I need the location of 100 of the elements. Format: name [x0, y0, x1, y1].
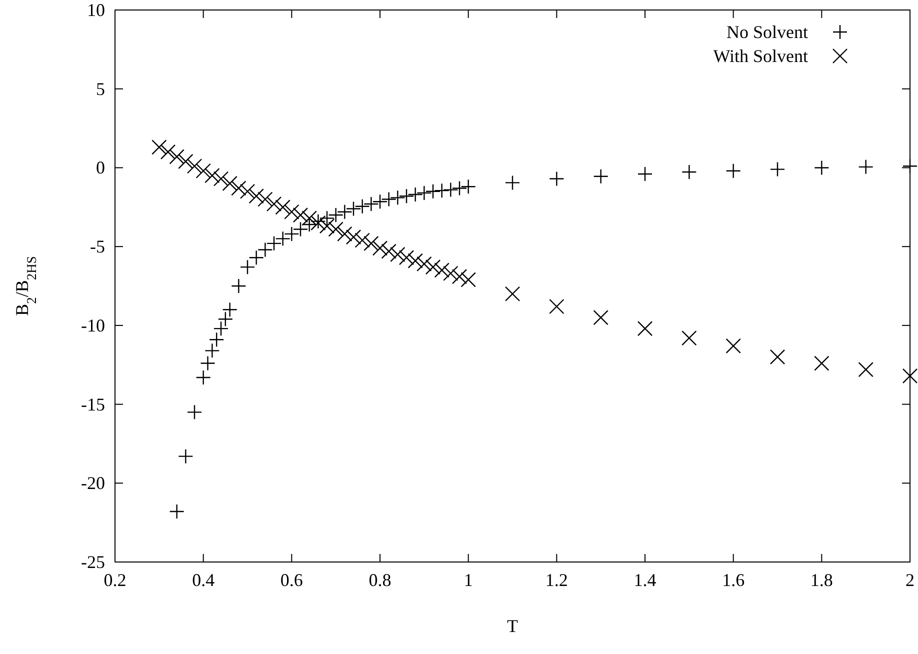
- point: [408, 186, 423, 202]
- point: [726, 338, 741, 354]
- y-tick-label: -25: [81, 552, 105, 572]
- point: [364, 236, 379, 252]
- point: [593, 310, 608, 326]
- point: [398, 250, 414, 266]
- point: [152, 140, 167, 155]
- x-tick-label: 0.2: [104, 570, 126, 590]
- point: [208, 332, 224, 348]
- point: [204, 168, 220, 184]
- point: [240, 184, 256, 199]
- point: [372, 240, 388, 256]
- point: [390, 246, 406, 262]
- point: [178, 448, 194, 464]
- point: [275, 231, 290, 246]
- point: [443, 182, 458, 198]
- point: [416, 185, 432, 201]
- point: [593, 168, 608, 184]
- x-tick-label: 2: [906, 570, 914, 590]
- point: [213, 171, 229, 186]
- point: [814, 160, 830, 176]
- y-tick-label: -10: [81, 315, 105, 336]
- point: [425, 259, 441, 275]
- x-tick-label: 0.4: [192, 570, 215, 590]
- point: [682, 330, 697, 346]
- point: [452, 180, 468, 196]
- point: [381, 244, 396, 259]
- point: [292, 207, 308, 223]
- y-tick-label: 10: [87, 0, 105, 20]
- point: [196, 163, 211, 178]
- point: [284, 226, 300, 242]
- point: [364, 196, 379, 212]
- point: [637, 320, 653, 336]
- point: [460, 272, 476, 288]
- point: [372, 194, 388, 210]
- point: [858, 362, 874, 378]
- legend-label: With Solvent: [713, 46, 808, 66]
- point: [460, 179, 476, 194]
- point: [292, 222, 308, 237]
- point: [337, 226, 352, 242]
- point: [328, 222, 344, 237]
- y-tick-label: 0: [96, 158, 105, 178]
- point: [178, 154, 194, 170]
- point: [381, 192, 396, 207]
- point: [504, 175, 520, 190]
- point: [346, 201, 362, 216]
- point: [248, 250, 264, 266]
- point: [196, 370, 211, 386]
- point: [416, 256, 432, 272]
- point: [770, 349, 786, 365]
- point: [186, 404, 202, 420]
- point: [443, 266, 458, 281]
- x-axis-title: T: [507, 616, 518, 636]
- point: [434, 262, 450, 278]
- point: [452, 268, 468, 284]
- point: [275, 200, 290, 215]
- y-tick-label: -15: [81, 394, 105, 414]
- point: [231, 278, 246, 294]
- point: [204, 343, 220, 358]
- point: [169, 149, 184, 164]
- point: [302, 210, 317, 226]
- x-tick-label: 1.6: [722, 570, 745, 590]
- point: [337, 204, 352, 220]
- point: [328, 207, 344, 223]
- point: [218, 312, 234, 327]
- point: [504, 286, 520, 302]
- x-tick-label: 1: [464, 570, 473, 590]
- point: [390, 190, 406, 206]
- y-tick-label: -5: [90, 236, 105, 257]
- point: [284, 204, 300, 220]
- point: [770, 162, 786, 177]
- point: [248, 188, 264, 204]
- point: [266, 196, 282, 212]
- point: [222, 302, 238, 318]
- point: [814, 356, 830, 371]
- x-tick-label: 0.6: [280, 570, 303, 590]
- legend-label: No Solvent: [726, 22, 808, 42]
- point: [258, 242, 273, 258]
- point: [682, 164, 697, 180]
- point: [425, 184, 441, 199]
- point: [637, 166, 653, 182]
- point: [902, 368, 918, 384]
- point: [549, 298, 564, 314]
- x-tick-label: 1.8: [810, 570, 833, 590]
- point: [434, 182, 450, 198]
- point: [858, 159, 874, 175]
- point: [408, 253, 423, 268]
- point: [354, 198, 370, 214]
- x-tick-label: 1.2: [545, 570, 568, 590]
- point: [258, 192, 273, 207]
- x-tick-label: 1.4: [634, 570, 656, 590]
- point: [213, 320, 229, 336]
- point: [549, 171, 564, 186]
- point: [346, 230, 362, 245]
- y-tick-label: -20: [81, 473, 105, 494]
- point: [240, 259, 256, 275]
- point: [186, 158, 202, 174]
- point: [169, 504, 184, 520]
- point: [200, 356, 216, 371]
- y-tick-label: 5: [96, 78, 105, 99]
